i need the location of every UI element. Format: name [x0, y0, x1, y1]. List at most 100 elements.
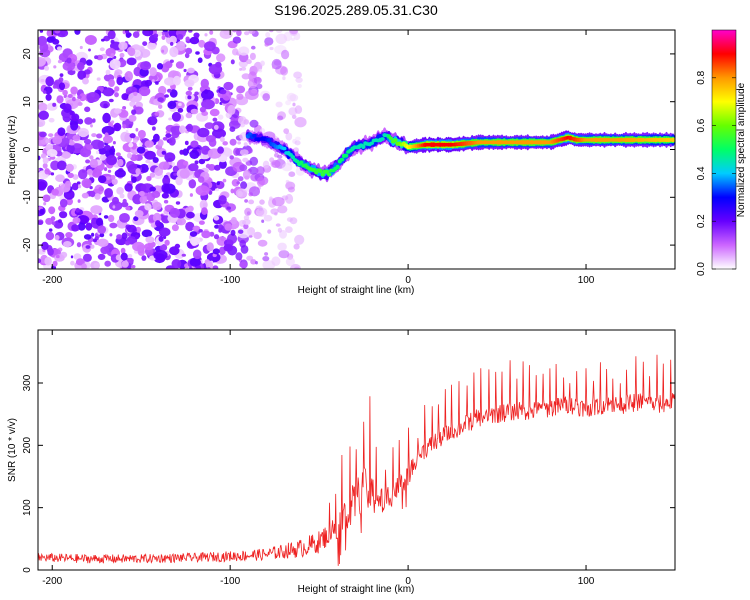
noise-speckle	[96, 54, 103, 61]
noise-speckle	[262, 160, 270, 169]
noise-speckle	[243, 142, 248, 147]
noise-speckle	[226, 206, 231, 210]
noise-speckle	[212, 248, 220, 255]
noise-speckle	[243, 215, 250, 221]
noise-speckle	[292, 138, 297, 144]
noise-speckle	[38, 57, 46, 67]
noise-speckle	[59, 211, 68, 219]
noise-speckle	[54, 234, 60, 241]
noise-speckle	[267, 229, 272, 234]
noise-speckle	[256, 176, 265, 187]
noise-speckle	[51, 188, 59, 196]
noise-speckle	[184, 52, 190, 59]
noise-speckle	[165, 133, 172, 138]
noise-speckle	[223, 81, 234, 91]
spectrogram-x-axis-label: Height of straight line (km)	[298, 285, 415, 296]
noise-speckle	[43, 202, 47, 206]
noise-speckle	[236, 85, 246, 94]
colorbar-tick-label: 0.0	[696, 262, 707, 276]
noise-speckle	[159, 244, 168, 251]
noise-speckle	[236, 30, 242, 37]
noise-speckle	[152, 157, 159, 163]
noise-speckle	[239, 67, 243, 71]
noise-speckle	[226, 233, 238, 245]
noise-speckle	[102, 87, 115, 97]
noise-speckle	[121, 232, 128, 240]
noise-speckle	[208, 64, 223, 75]
noise-speckle	[248, 30, 256, 35]
noise-speckle	[247, 227, 255, 236]
noise-speckle	[294, 140, 301, 146]
noise-speckle	[230, 229, 236, 236]
noise-speckle	[186, 211, 195, 219]
noise-speckle	[65, 163, 74, 172]
noise-speckle	[99, 154, 106, 161]
noise-speckle	[220, 89, 227, 95]
noise-speckle	[71, 113, 80, 122]
noise-speckle	[257, 239, 268, 247]
colorbar-gradient	[711, 29, 737, 270]
noise-speckle	[136, 146, 146, 154]
noise-speckle	[244, 199, 249, 203]
noise-speckle	[253, 76, 262, 84]
noise-speckle	[108, 79, 115, 87]
ridge-cell	[318, 168, 323, 174]
noise-speckle	[101, 38, 105, 42]
noise-speckle	[201, 145, 210, 155]
noise-speckle	[162, 30, 168, 33]
noise-speckle	[171, 111, 181, 122]
noise-speckle	[121, 201, 129, 208]
colorbar-ticks: 0.0 0.2 0.4 0.6 0.8	[696, 70, 736, 276]
noise-speckle	[201, 89, 214, 100]
noise-speckle	[96, 133, 103, 139]
noise-speckle	[179, 149, 184, 155]
noise-speckle	[238, 134, 243, 139]
noise-speckle	[42, 162, 48, 169]
noise-speckle	[124, 183, 133, 192]
noise-speckle	[187, 86, 193, 91]
noise-speckle	[163, 199, 169, 204]
noise-speckle	[182, 148, 189, 156]
noise-speckle	[119, 52, 125, 58]
noise-speckle	[224, 223, 233, 231]
noise-speckle	[158, 104, 163, 109]
noise-speckle	[145, 159, 151, 164]
colorbar-tick-label: 0.6	[696, 118, 707, 132]
noise-speckle	[258, 68, 263, 73]
noise-speckle	[109, 200, 123, 211]
noise-speckle	[285, 193, 294, 204]
noise-speckle	[147, 116, 158, 126]
noise-speckle	[129, 101, 136, 107]
noise-speckle	[71, 182, 79, 191]
noise-speckle	[161, 35, 166, 40]
noise-speckle	[142, 41, 148, 46]
noise-speckle	[59, 198, 68, 208]
noise-speckle	[69, 140, 75, 146]
noise-speckle	[198, 220, 205, 225]
noise-speckle	[47, 247, 54, 256]
noise-speckle	[66, 144, 75, 153]
noise-speckle	[176, 34, 184, 40]
noise-speckle	[209, 231, 215, 237]
noise-speckle	[102, 112, 111, 124]
noise-speckle	[125, 206, 131, 211]
noise-speckle	[78, 169, 88, 180]
noise-speckle	[204, 33, 208, 37]
noise-speckle	[111, 120, 115, 124]
noise-speckle	[249, 52, 256, 61]
noise-speckle	[195, 265, 202, 269]
noise-speckle	[269, 157, 275, 163]
noise-speckle	[138, 190, 145, 197]
noise-speckle	[175, 176, 183, 186]
noise-speckle	[45, 139, 50, 144]
noise-speckle	[52, 260, 58, 267]
noise-speckle	[70, 260, 75, 266]
noise-speckle	[172, 75, 181, 86]
noise-speckle	[227, 104, 236, 116]
noise-speckle	[274, 152, 279, 158]
noise-speckle	[97, 140, 105, 149]
noise-speckle	[127, 47, 136, 57]
noise-speckle	[293, 32, 301, 41]
noise-speckle	[155, 81, 159, 85]
noise-speckle	[171, 259, 182, 269]
